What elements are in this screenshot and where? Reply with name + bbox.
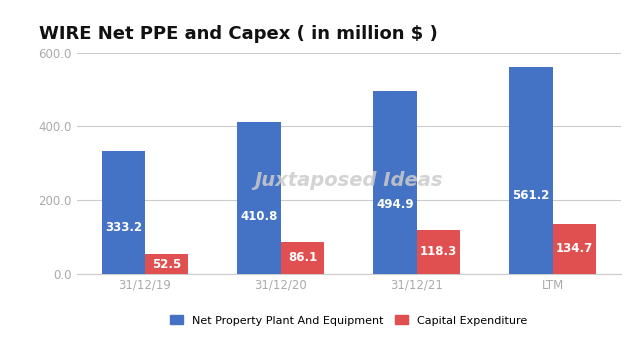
Text: 494.9: 494.9	[376, 198, 414, 211]
Bar	[102, 151, 145, 274]
Text: 118.3: 118.3	[420, 245, 457, 258]
Text: Juxtaposed Ideas: Juxtaposed Ideas	[255, 171, 443, 190]
Text: WIRE Net PPE and Capex ( in million $ ): WIRE Net PPE and Capex ( in million $ )	[38, 25, 438, 43]
Bar	[552, 224, 596, 274]
Bar	[417, 230, 460, 274]
Text: 410.8: 410.8	[241, 210, 278, 223]
Bar	[509, 67, 552, 274]
Bar	[281, 242, 324, 274]
Text: 134.7: 134.7	[556, 243, 593, 256]
Text: 52.5: 52.5	[152, 258, 181, 271]
Bar	[373, 91, 417, 274]
Bar	[237, 122, 281, 274]
Text: 86.1: 86.1	[288, 251, 317, 264]
Legend: Net Property Plant And Equipment, Capital Expenditure: Net Property Plant And Equipment, Capita…	[166, 311, 532, 330]
Text: 561.2: 561.2	[512, 189, 550, 202]
Bar	[145, 254, 189, 274]
Text: 333.2: 333.2	[105, 221, 142, 234]
